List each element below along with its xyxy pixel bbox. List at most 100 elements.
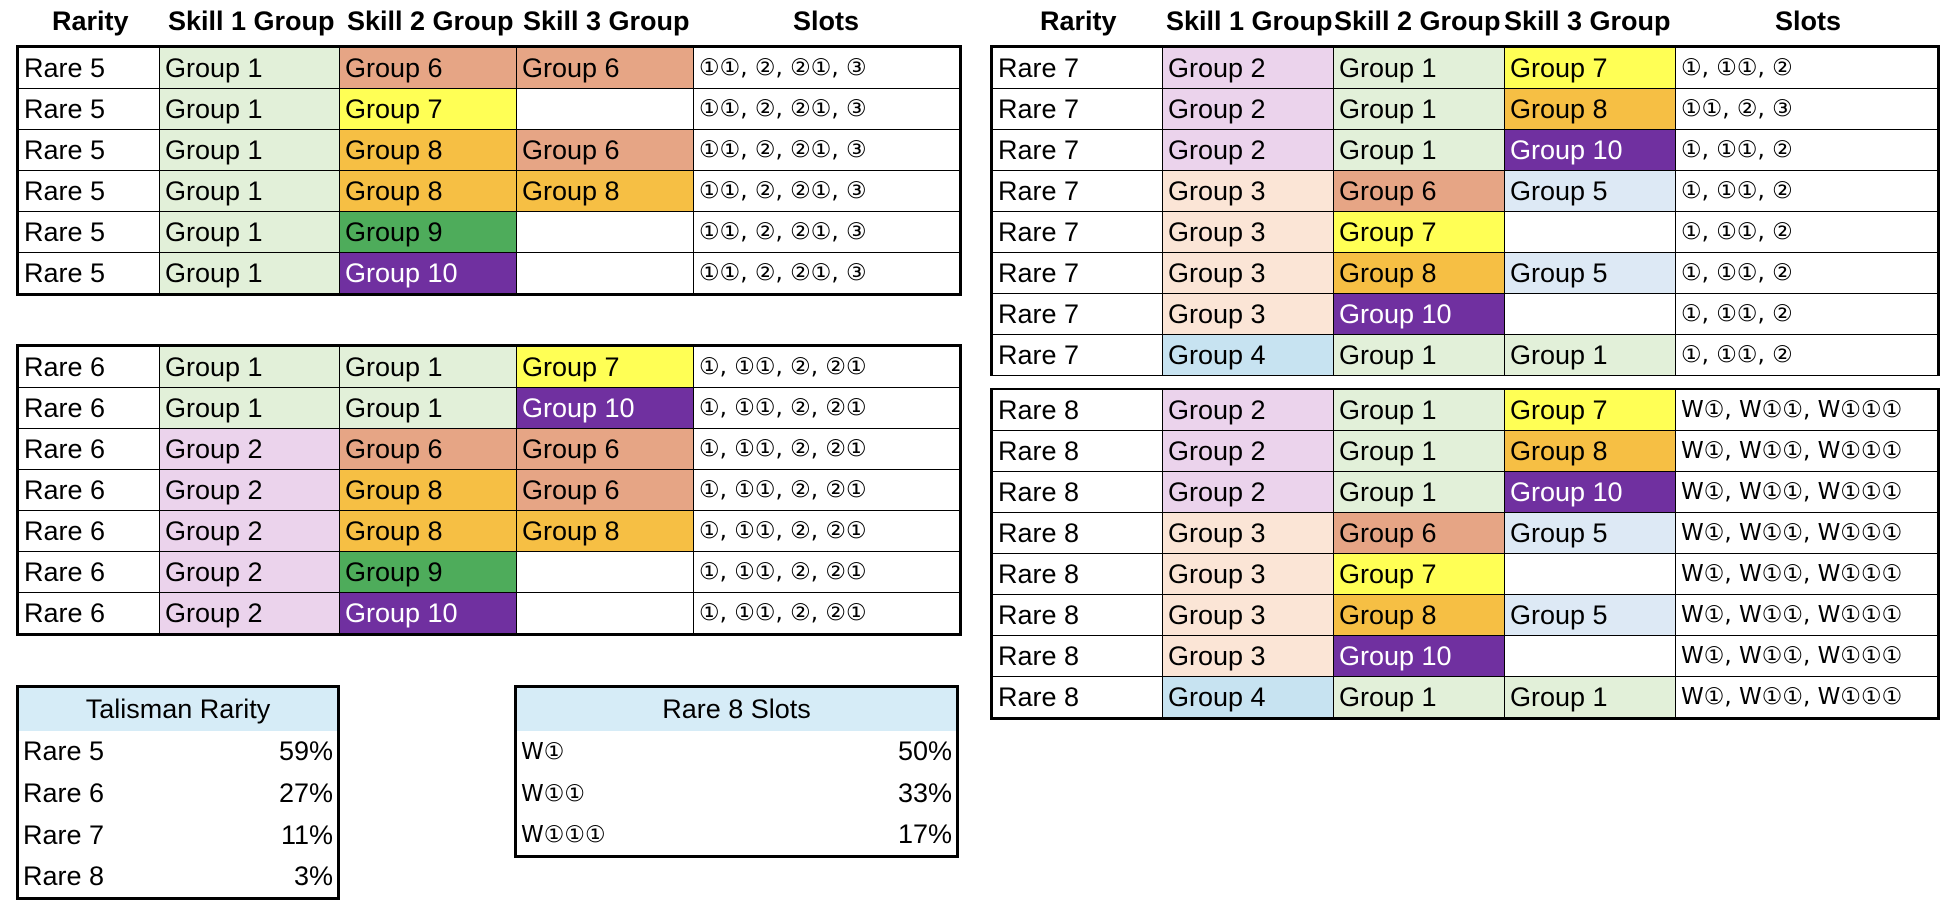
skill3-cell: Group 8 — [516, 510, 694, 552]
skill3-cell — [1504, 635, 1676, 677]
skill2-cell: Group 8 — [339, 129, 517, 171]
skill1-cell: Group 3 — [1162, 211, 1334, 253]
skill1-cell: Group 3 — [1162, 594, 1334, 636]
skill2-cell: Group 8 — [339, 170, 517, 212]
skill1-cell: Group 3 — [1162, 512, 1334, 554]
skill2-cell: Group 8 — [339, 510, 517, 552]
skill2-cell: Group 10 — [1333, 293, 1505, 335]
rarity-cell: Rare 6 — [17, 592, 160, 635]
skill1-cell: Group 2 — [159, 510, 340, 552]
rarity-label: Rare 6 — [23, 778, 105, 808]
table-row: Rare 6 Group 1 Group 1 Group 10 ①, ①①, ②, ②① — [17, 387, 961, 429]
rarity-cell: Rare 5 — [17, 211, 160, 253]
skill3-cell: Group 8 — [1504, 88, 1676, 130]
skill2-cell: Group 7 — [339, 88, 517, 130]
table-row: Rare 6 Group 1 Group 1 Group 7 ①, ①①, ②, ②① — [17, 345, 961, 388]
skill2-cell: Group 7 — [1333, 553, 1505, 595]
slots-cell: W①, W①①, W①①① — [1675, 430, 1939, 472]
rarity-cell: Rare 5 — [17, 88, 160, 130]
skill3-cell: Group 1 — [1504, 676, 1676, 719]
skill1-cell: Group 1 — [159, 252, 340, 295]
skill3-cell: Group 10 — [1504, 129, 1676, 171]
skill3-cell: Group 5 — [1504, 170, 1676, 212]
skill3-cell: Group 10 — [516, 387, 694, 429]
skill2-cell: Group 1 — [1333, 471, 1505, 513]
slots-cell: ①, ①①, ②, ②① — [693, 387, 961, 429]
skill3-cell: Group 7 — [1504, 46, 1676, 89]
rarity-cell: Rare 8 — [991, 471, 1163, 513]
rarity-label: Rare 7 — [23, 820, 105, 850]
skill2-cell: Group 1 — [1333, 676, 1505, 719]
header-slots-right: Slots — [1775, 6, 1842, 36]
slots-cell: ①①, ②, ②①, ③ — [693, 211, 961, 253]
table-row: Rare 7 Group 3 Group 10 ①, ①①, ② — [991, 293, 1939, 335]
skill2-cell: Group 1 — [1333, 129, 1505, 171]
rarity-cell: Rare 8 — [991, 594, 1163, 636]
rarity-cell: Rare 7 — [991, 252, 1163, 294]
rarity-cell: Rare 7 — [991, 170, 1163, 212]
table-row: Rare 5 Group 1 Group 9 ①①, ②, ②①, ③ — [17, 211, 961, 253]
skill1-cell: Group 2 — [159, 551, 340, 593]
skill1-cell: Group 3 — [1162, 635, 1334, 677]
slots-cell: ①, ①①, ②, ②① — [693, 592, 961, 635]
skill3-cell — [516, 88, 694, 130]
header-skill1-right: Skill 1 Group — [1166, 6, 1333, 36]
skill3-cell: Group 6 — [516, 46, 694, 89]
skill3-cell: Group 10 — [1504, 471, 1676, 513]
table-row: Rare 6 27% — [18, 773, 339, 815]
skill2-cell: Group 1 — [1333, 88, 1505, 130]
skill1-cell: Group 2 — [159, 428, 340, 470]
table-row: Rare 5 59% — [18, 731, 339, 773]
skill3-cell — [1504, 293, 1676, 335]
rarity-cell: Rare 7 — [991, 46, 1163, 89]
table-row: Rare 8 Group 3 Group 8 Group 5 W①, W①①, W①①① — [991, 594, 1939, 636]
skill3-cell: Group 8 — [516, 170, 694, 212]
slot-percent: 17% — [897, 819, 952, 850]
header-rarity-right: Rarity — [1040, 6, 1117, 36]
table-row: Rare 8 Group 3 Group 6 Group 5 W①, W①①, W①①① — [991, 512, 1939, 554]
table-row: Rare 7 Group 3 Group 7 ①, ①①, ② — [991, 211, 1939, 253]
skill2-cell: Group 10 — [339, 252, 517, 295]
header-skill2: Skill 2 Group — [347, 6, 514, 36]
slots-cell: ①①, ②, ②①, ③ — [693, 252, 961, 295]
rarity-label: Rare 5 — [23, 736, 105, 766]
skill2-cell: Group 8 — [339, 469, 517, 511]
table-row: Rare 5 Group 1 Group 7 ①①, ②, ②①, ③ — [17, 88, 961, 130]
rarity-cell: Rare 6 — [17, 428, 160, 470]
skill3-cell — [1504, 553, 1676, 595]
skill1-cell: Group 4 — [1162, 676, 1334, 719]
skill1-cell: Group 2 — [159, 592, 340, 635]
rarity-cell: Rare 8 — [991, 430, 1163, 472]
skill2-cell: Group 1 — [1333, 334, 1505, 376]
skill3-cell: Group 6 — [516, 129, 694, 171]
rarity-cell: Rare 8 — [991, 388, 1163, 431]
table-row: Rare 7 Group 2 Group 1 Group 8 ①①, ②, ③ — [991, 88, 1939, 130]
rarity-cell: Rare 5 — [17, 170, 160, 212]
skill2-cell: Group 9 — [339, 551, 517, 593]
skill1-cell: Group 2 — [1162, 388, 1334, 431]
table-row: W① 50% — [516, 731, 958, 773]
rarity-cell: Rare 5 — [17, 252, 160, 295]
rarity-cell: Rare 7 — [991, 211, 1163, 253]
rarity-cell: Rare 8 — [991, 676, 1163, 719]
skill2-cell: Group 9 — [339, 211, 517, 253]
slots-cell: ①, ①①, ②, ②① — [693, 551, 961, 593]
table-row: Rare 8 Group 2 Group 1 Group 10 W①, W①①, W①①… — [991, 471, 1939, 513]
rarity-label: Rare 8 — [23, 861, 105, 892]
table-row: Rare 8 Group 3 Group 7 W①, W①①, W①①① — [991, 553, 1939, 595]
skill3-cell: Group 6 — [516, 469, 694, 511]
rare7-table: Rare 7 Group 2 Group 1 Group 7 ①, ①①, ② Rare … — [990, 45, 1940, 376]
slots-cell: ①, ①①, ② — [1675, 293, 1939, 335]
rare8-table: Rare 8 Group 2 Group 1 Group 7 W①, W①①, W①①①… — [990, 388, 1940, 720]
skill1-cell: Group 3 — [1162, 252, 1334, 294]
rarity-cell: Rare 7 — [991, 88, 1163, 130]
slots-cell: W①, W①①, W①①① — [1675, 388, 1939, 431]
skill1-cell: Group 1 — [159, 211, 340, 253]
slots-cell: W①, W①①, W①①① — [1675, 676, 1939, 719]
slots-cell: ①, ①①, ②, ②① — [693, 345, 961, 388]
slot-label: W① — [521, 738, 565, 765]
skill2-cell: Group 1 — [1333, 46, 1505, 89]
slots-cell: ①①, ②, ③ — [1675, 88, 1939, 130]
table-row: Rare 7 Group 2 Group 1 Group 10 ①, ①①, ② — [991, 129, 1939, 171]
rarity-cell: Rare 6 — [17, 469, 160, 511]
